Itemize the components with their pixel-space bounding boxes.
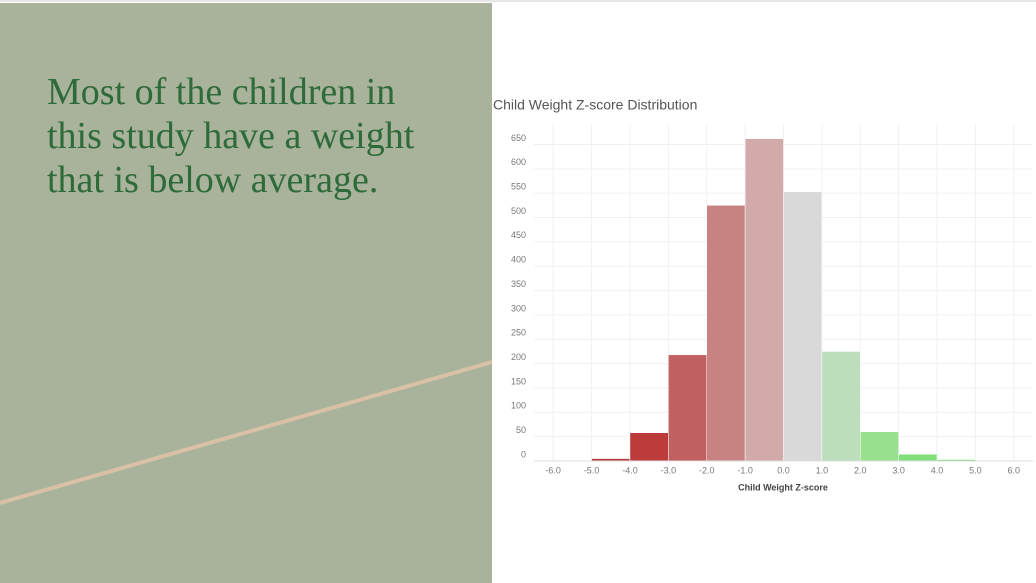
bar <box>629 432 669 462</box>
x-tick-label: 4.0 <box>931 465 944 475</box>
y-tick-label: 0 <box>521 449 526 459</box>
y-tick-label: 650 <box>511 133 526 143</box>
x-tick-label: 1.0 <box>816 465 829 475</box>
y-tick-label: 450 <box>511 230 526 240</box>
x-tick-label: -6.0 <box>545 465 561 475</box>
x-tick-label: 3.0 <box>892 465 905 475</box>
left-panel <box>0 3 492 583</box>
y-tick-label: 150 <box>511 376 526 386</box>
x-tick-label: 2.0 <box>854 465 867 475</box>
bar <box>706 205 746 462</box>
y-tick-label: 200 <box>511 352 526 362</box>
x-tick-label: 6.0 <box>1008 465 1021 475</box>
x-tick-label: -3.0 <box>661 465 677 475</box>
bar <box>821 351 861 462</box>
x-tick-label: 0.0 <box>777 465 790 475</box>
slide-heading: Most of the children in this study have … <box>47 71 415 201</box>
y-tick-label: 250 <box>511 328 526 338</box>
y-tick-label: 500 <box>511 206 526 216</box>
y-tick-label: 100 <box>511 401 526 411</box>
x-tick-label: -1.0 <box>737 465 753 475</box>
bar <box>744 138 784 462</box>
y-tick-label: 600 <box>511 157 526 167</box>
y-tick-label: 550 <box>511 182 526 192</box>
decor-line <box>0 360 493 505</box>
y-tick-label: 400 <box>511 255 526 265</box>
x-tick-label: 5.0 <box>969 465 982 475</box>
bar <box>860 431 899 462</box>
bar <box>898 453 938 462</box>
y-tick-label: 50 <box>516 425 526 435</box>
y-tick-label: 350 <box>511 279 526 289</box>
y-tick-label: 300 <box>511 303 526 313</box>
x-axis-label: Child Weight Z-score <box>738 482 828 492</box>
bar <box>668 354 707 462</box>
chart-title: Child Weight Z-score Distribution <box>493 97 697 113</box>
x-tick-label: -4.0 <box>622 465 638 475</box>
x-tick-label: -5.0 <box>584 465 600 475</box>
bar <box>783 191 823 462</box>
x-tick-label: -2.0 <box>699 465 715 475</box>
